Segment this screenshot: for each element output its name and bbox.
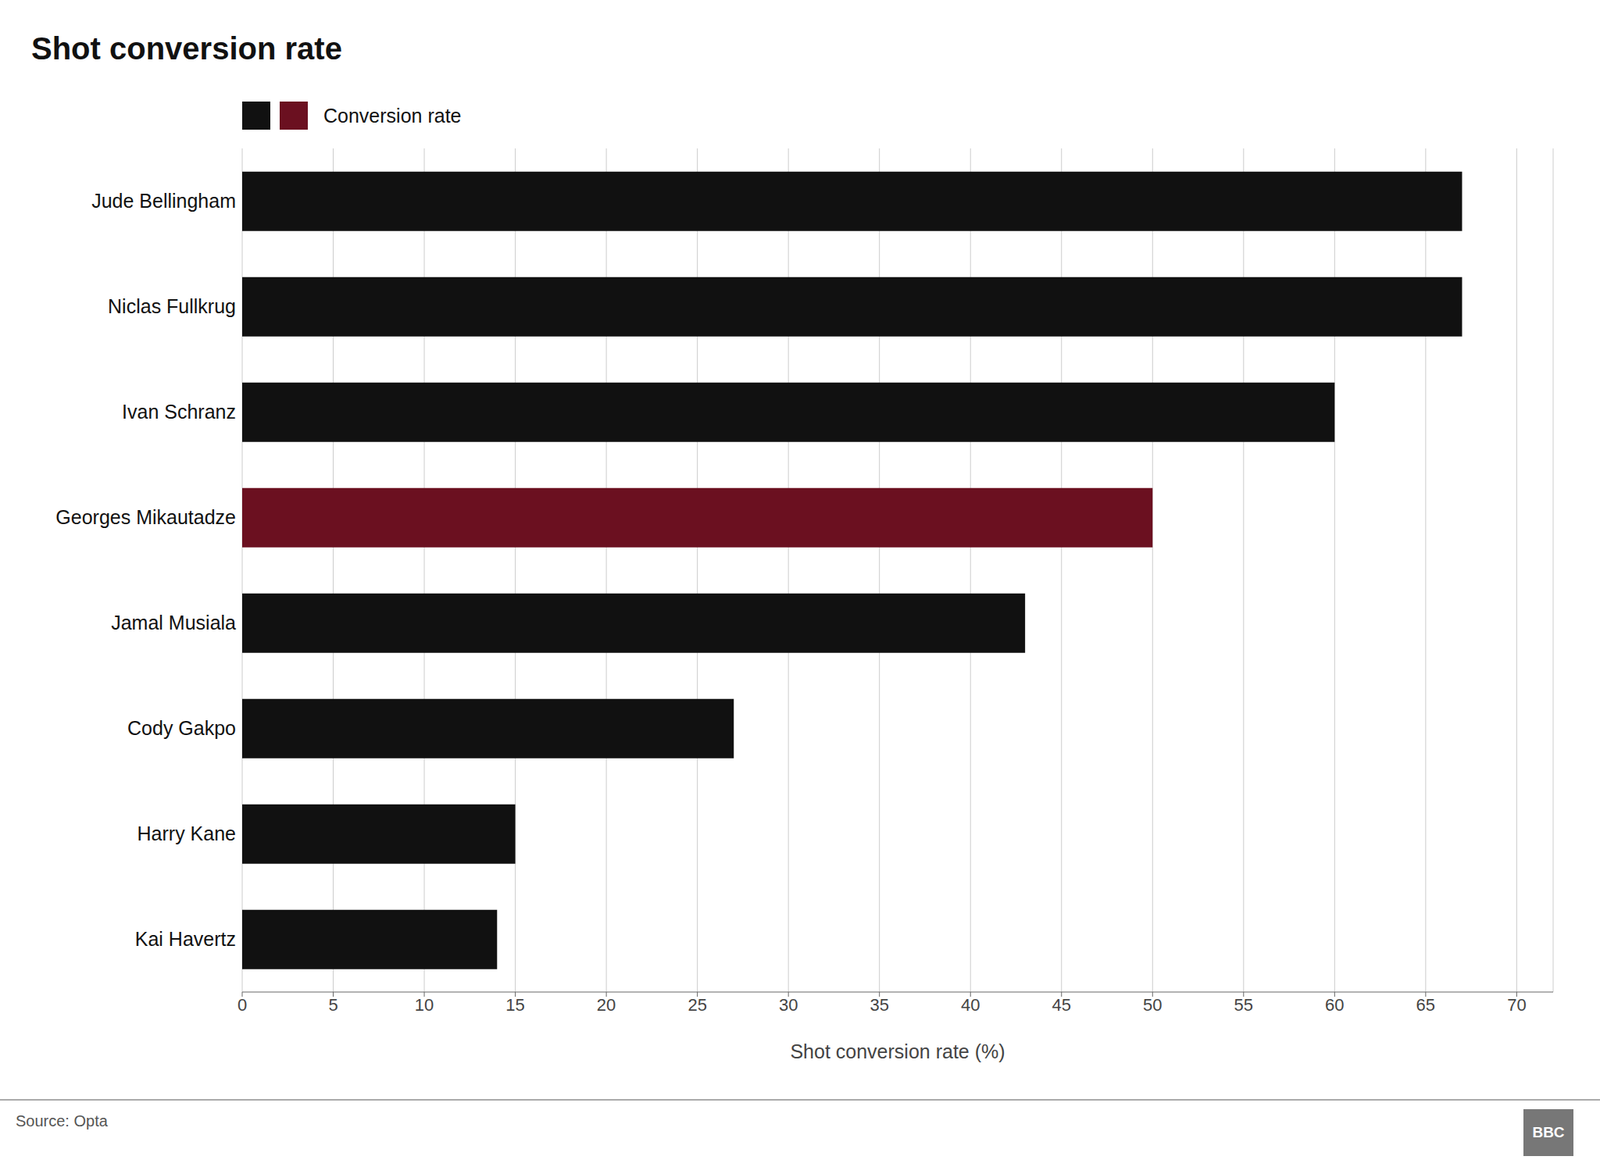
svg-text:Georges Mikautadze: Georges Mikautadze — [55, 506, 236, 529]
svg-text:Niclas Fullkrug: Niclas Fullkrug — [107, 295, 236, 318]
svg-text:55: 55 — [1234, 995, 1254, 1015]
svg-text:Jamal Musiala: Jamal Musiala — [110, 611, 236, 634]
svg-text:35: 35 — [869, 995, 889, 1015]
svg-text:30: 30 — [778, 995, 798, 1015]
svg-text:Cody Gakpo: Cody Gakpo — [127, 717, 236, 740]
html-text:BBC: BBC — [1532, 1124, 1565, 1141]
html-text:Shot conversion rate: Shot conversion rate — [31, 31, 343, 66]
svg-text:5: 5 — [328, 995, 338, 1015]
svg-text:40: 40 — [960, 995, 980, 1015]
svg-text:Jude Bellingham: Jude Bellingham — [91, 189, 236, 212]
svg-text:45: 45 — [1052, 995, 1072, 1015]
html-text:Conversion rate: Conversion rate — [323, 104, 462, 127]
svg-text:65: 65 — [1416, 995, 1436, 1015]
svg-text:Kai Havertz: Kai Havertz — [135, 928, 236, 950]
svg-text:60: 60 — [1325, 995, 1344, 1015]
svg-text:Shot conversion rate (%): Shot conversion rate (%) — [789, 1040, 1005, 1063]
svg-text:50: 50 — [1142, 995, 1162, 1015]
svg-text:Harry Kane: Harry Kane — [137, 822, 236, 845]
html-text:Source: Opta: Source: Opta — [15, 1112, 108, 1130]
svg-text:25: 25 — [687, 995, 707, 1015]
svg-text:70: 70 — [1507, 995, 1526, 1015]
svg-text:15: 15 — [505, 995, 525, 1015]
svg-text:10: 10 — [414, 995, 434, 1015]
svg-text:Ivan Schranz: Ivan Schranz — [121, 400, 236, 423]
svg-text:20: 20 — [596, 995, 616, 1015]
svg-text:0: 0 — [237, 995, 247, 1015]
